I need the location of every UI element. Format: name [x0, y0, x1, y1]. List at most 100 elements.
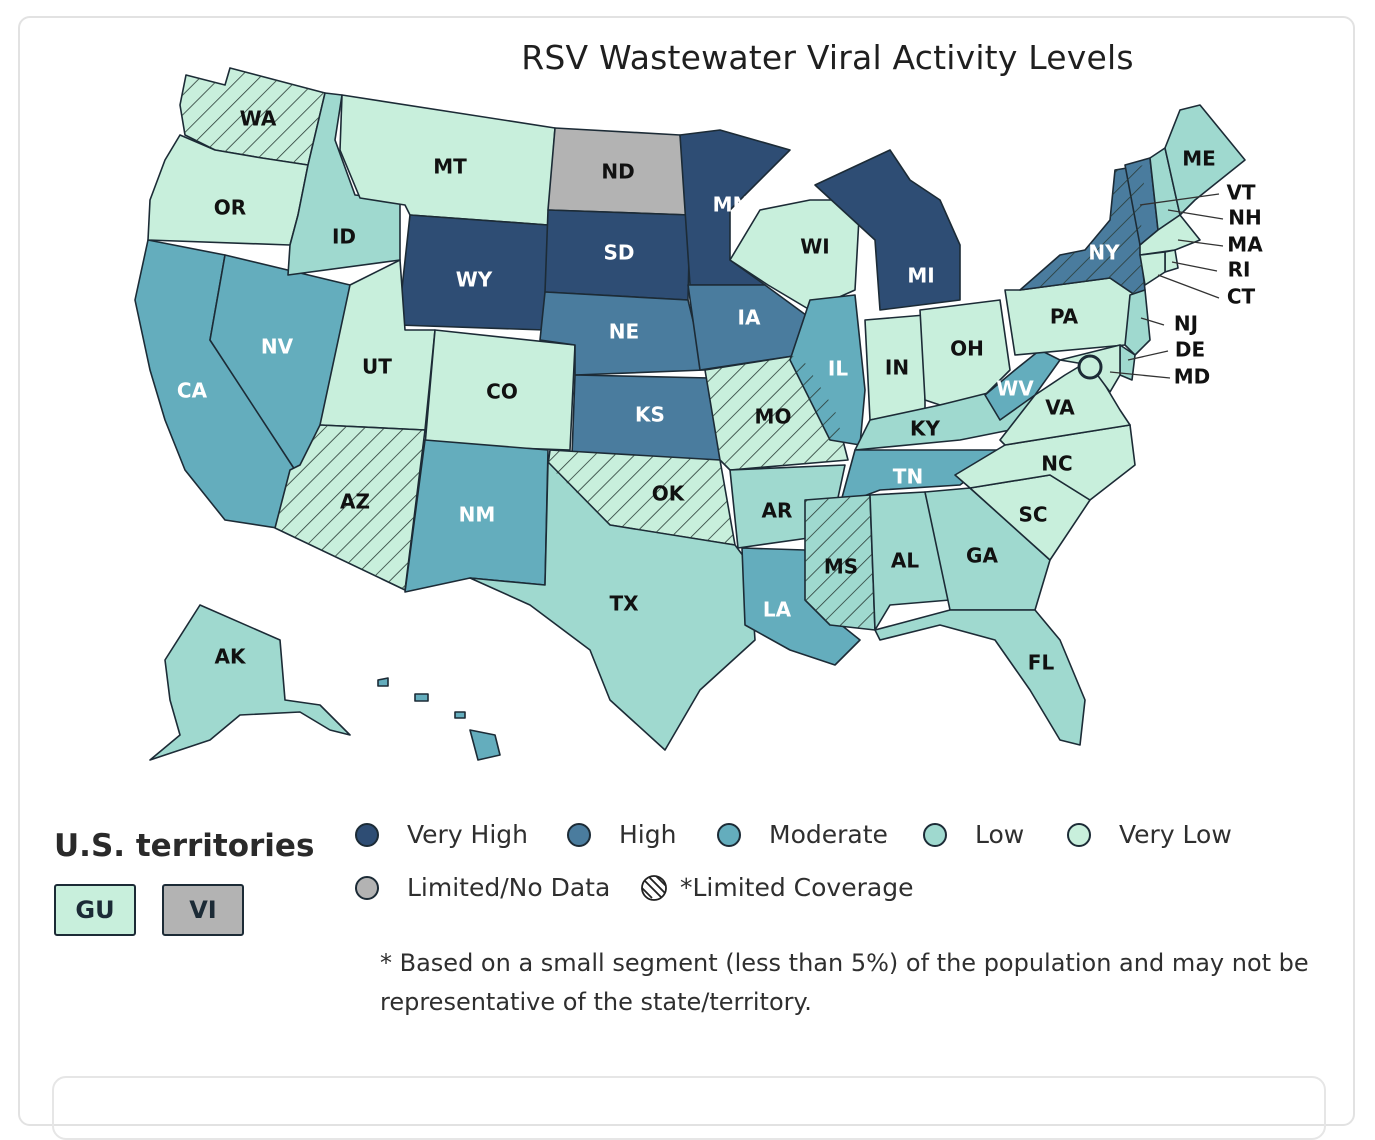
state-label-pa: PA [1050, 305, 1079, 329]
state-label-ok: OK [652, 482, 686, 506]
state-label-nh: NH [1228, 206, 1261, 230]
state-label-or: OR [214, 196, 246, 220]
leader-line-de [1127, 350, 1169, 361]
state-label-ga: GA [966, 544, 998, 568]
state-label-nv: NV [261, 335, 294, 359]
state-label-al: AL [891, 549, 919, 573]
leader-line-md [1109, 371, 1171, 379]
state-label-va: VA [1045, 396, 1075, 420]
state-ri[interactable] [1164, 249, 1179, 273]
state-label-la: LA [763, 598, 792, 622]
footnote: * Based on a small segment (less than 5%… [380, 949, 1309, 1016]
state-label-ca: CA [177, 379, 208, 403]
legend-label: Very Low [1119, 820, 1232, 849]
state-label-in: IN [885, 356, 909, 380]
state-label-wi: WI [800, 235, 830, 259]
dc-marker[interactable] [1077, 354, 1103, 380]
legend-very-low[interactable]: Very Low [1067, 820, 1232, 849]
legend-label: *Limited Coverage [680, 873, 914, 902]
state-label-ny: NY [1088, 241, 1120, 265]
leader-line-nh [1167, 209, 1224, 220]
state-mi[interactable] [814, 149, 961, 311]
state-label-tn: TN [893, 465, 923, 489]
territories-title: U.S. territories [54, 828, 315, 864]
state-label-ak: AK [215, 645, 247, 669]
moderate-swatch [717, 822, 741, 847]
state-wa-hatch [180, 68, 325, 165]
hatch-icon [641, 874, 667, 901]
legend-label: High [619, 820, 677, 849]
legend-very-high[interactable]: Very High [355, 820, 528, 849]
state-hi[interactable] [377, 677, 501, 761]
state-ga[interactable] [924, 487, 1051, 611]
state-label-ut: UT [362, 355, 392, 379]
state-label-az: AZ [340, 490, 370, 514]
state-az-hatch [275, 425, 425, 590]
us-map[interactable]: WA OR CA NV ID MT WY UT AZ CO NM ND SD NE KS OK TX MN IA MO… [0, 0, 1375, 1105]
very-low-swatch [1067, 822, 1091, 847]
state-label-wa: WA [240, 107, 277, 131]
state-label-nd: ND [601, 160, 634, 184]
state-label-hi: HI [439, 731, 463, 755]
legend-no-data[interactable]: Limited/No Data [355, 873, 610, 902]
state-al[interactable] [869, 491, 951, 631]
legend-label: Moderate [769, 820, 888, 849]
state-label-vt: VT [1226, 181, 1255, 205]
state-ny-hatch [1020, 165, 1145, 295]
state-label-nc: NC [1041, 452, 1072, 476]
state-ak[interactable] [149, 604, 351, 761]
state-ms-hatch [805, 495, 875, 630]
state-label-ms: MS [824, 555, 858, 579]
legend-low[interactable]: Low [923, 820, 1024, 849]
state-label-mt: MT [433, 155, 467, 179]
very-high-swatch [355, 822, 379, 847]
territory-vi[interactable]: VI [162, 884, 244, 936]
state-ok-hatch [548, 450, 735, 545]
legend-high[interactable]: High [567, 820, 676, 849]
legend-moderate[interactable]: Moderate [717, 820, 888, 849]
leader-line-ma [1177, 239, 1224, 247]
legend-label: Very High [407, 820, 529, 849]
high-swatch [567, 822, 591, 847]
state-label-de: DE [1175, 338, 1205, 362]
state-label-me: ME [1182, 147, 1216, 171]
state-co[interactable] [424, 329, 576, 451]
state-label-wy: WY [456, 268, 493, 292]
legend-limited-coverage[interactable]: *Limited Coverage [640, 873, 913, 902]
leader-line-vt [1139, 193, 1220, 206]
state-label-tx: TX [609, 592, 639, 616]
state-label-mi: MI [907, 264, 934, 288]
state-label-ky: KY [910, 417, 940, 441]
state-ct[interactable] [1139, 251, 1166, 286]
state-label-md: MD [1174, 365, 1211, 389]
legend-label: Limited/No Data [407, 873, 611, 902]
leader-line-ri [1171, 261, 1218, 272]
state-label-ne: NE [609, 320, 639, 344]
state-label-ar: AR [762, 499, 793, 523]
state-label-nj: NJ [1174, 312, 1198, 336]
map-title: RSV Wastewater Viral Activity Levels [521, 38, 1134, 77]
state-fl[interactable] [874, 609, 1086, 746]
state-label-il: IL [828, 357, 848, 381]
leader-line-nj [1140, 317, 1165, 326]
state-label-ri: RI [1228, 258, 1251, 282]
next-section-box [52, 1076, 1326, 1140]
state-label-oh: OH [950, 337, 984, 361]
state-nj[interactable] [1124, 289, 1151, 356]
state-label-co: CO [486, 380, 518, 404]
state-label-sc: SC [1018, 503, 1047, 527]
territory-gu[interactable]: GU [54, 884, 136, 936]
low-swatch [923, 822, 947, 847]
state-label-ma: MA [1227, 233, 1263, 257]
state-label-ia: IA [738, 306, 761, 330]
state-label-mn: MN [713, 193, 750, 217]
state-label-fl: FL [1028, 651, 1055, 675]
legend-label: Low [975, 820, 1025, 849]
leader-line-ct [1157, 274, 1220, 299]
state-label-wv: WV [996, 377, 1034, 401]
state-label-nm: NM [459, 503, 496, 527]
state-label-sd: SD [603, 241, 634, 265]
state-label-id: ID [332, 225, 356, 249]
state-label-ks: KS [635, 403, 665, 427]
no-data-swatch [355, 875, 379, 900]
